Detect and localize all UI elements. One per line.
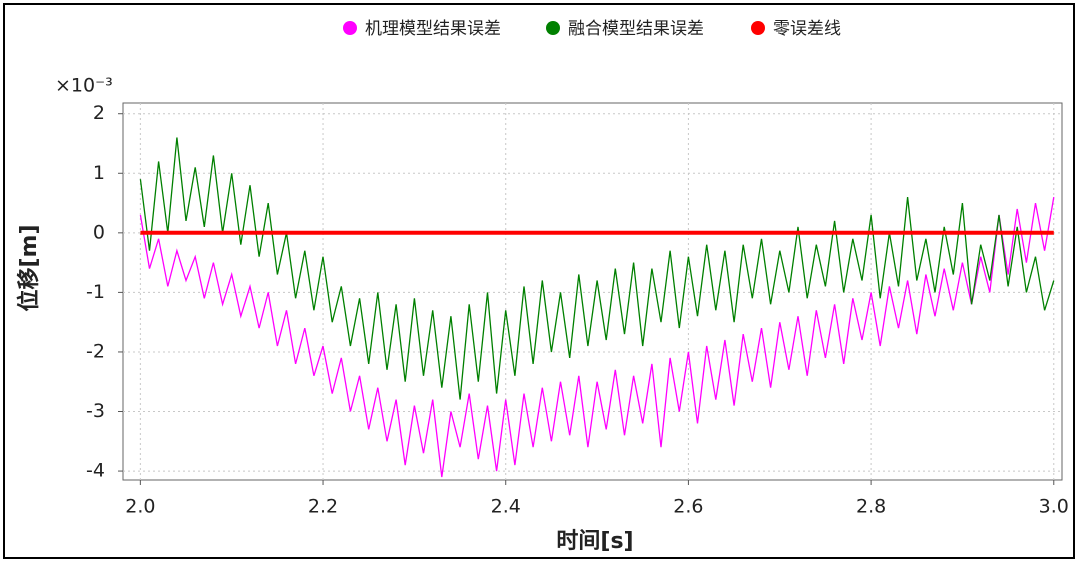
legend-marker: [546, 21, 560, 35]
y-tick-label: 1: [93, 162, 105, 184]
legend-marker: [343, 21, 357, 35]
data-line: [139, 137, 1055, 400]
x-tick-label: 2.8: [856, 496, 886, 518]
legend-label: 机理模型结果误差: [365, 19, 501, 39]
plot-area: [122, 102, 1063, 481]
x-axis-title: 时间[s]: [556, 529, 633, 554]
y-multiplier: ×10⁻³: [55, 75, 113, 97]
x-tick-label: 2.2: [308, 496, 338, 518]
legend-label: 融合模型结果误差: [568, 19, 704, 39]
x-tick-label: 2.4: [491, 496, 521, 518]
y-tick-label: -2: [86, 340, 105, 362]
y-axis-title: 位移[m]: [16, 224, 42, 311]
legend-label: 零误差线: [773, 19, 841, 39]
data-line: [139, 196, 1055, 478]
x-tick-label: 2.0: [125, 496, 155, 518]
x-tick-label: 3.0: [1039, 496, 1069, 518]
y-tick-label: 0: [93, 221, 105, 243]
y-tick-label: -3: [86, 400, 105, 422]
y-tick-label: -1: [86, 281, 105, 303]
x-tick-label: 2.6: [673, 496, 703, 518]
y-tick-label: 2: [93, 102, 105, 124]
y-tick-label: -4: [86, 460, 105, 482]
legend-marker: [751, 21, 765, 35]
